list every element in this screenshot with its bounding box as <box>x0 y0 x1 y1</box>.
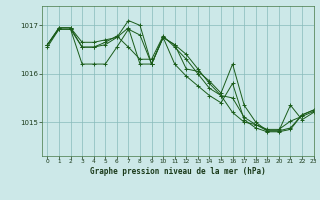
X-axis label: Graphe pression niveau de la mer (hPa): Graphe pression niveau de la mer (hPa) <box>90 167 266 176</box>
